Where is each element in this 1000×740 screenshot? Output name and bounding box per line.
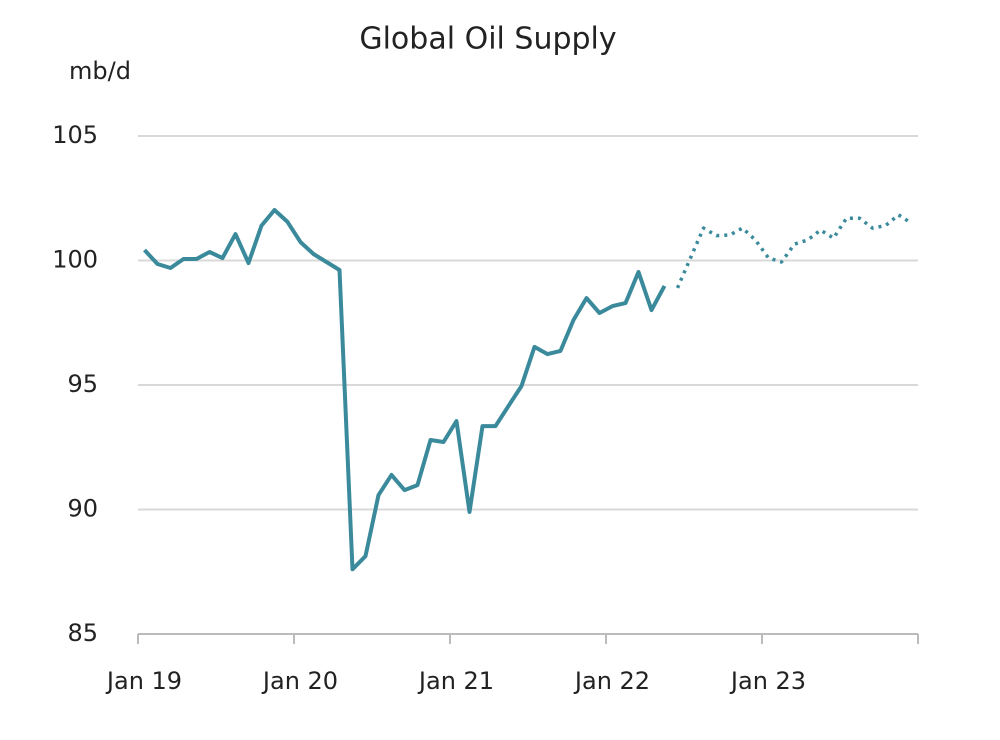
data-line: [143, 208, 667, 572]
x-tick-label: Jan 21: [417, 667, 494, 695]
y-tick-label: 85: [67, 619, 98, 647]
y-tick-label: 95: [67, 370, 98, 398]
y-tick-label: 90: [67, 495, 98, 523]
y-tick-label: 105: [52, 121, 98, 149]
x-tick-label: Jan 22: [573, 667, 650, 695]
x-tick-label: Jan 23: [729, 667, 806, 695]
data-line: [675, 213, 913, 289]
x-tick-label: Jan 20: [261, 667, 338, 695]
chart-title: Global Oil Supply: [359, 22, 616, 57]
x-tick-label: Jan 19: [105, 667, 182, 695]
y-tick-label: 100: [52, 246, 98, 274]
y-axis-label: mb/d: [69, 57, 131, 85]
